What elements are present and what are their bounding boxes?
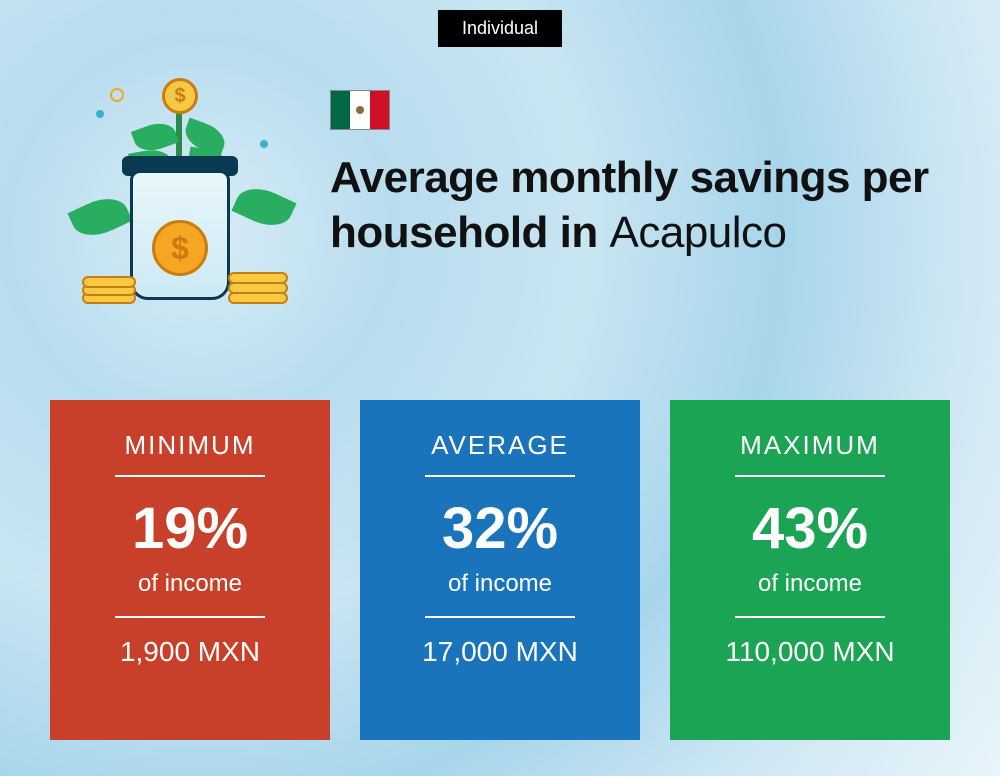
sparkle-icon bbox=[96, 110, 104, 118]
stat-cards: MINIMUM 19% of income 1,900 MXN AVERAGE … bbox=[50, 400, 950, 740]
card-label: MAXIMUM bbox=[740, 430, 880, 461]
divider bbox=[735, 475, 885, 477]
coin-stack-icon bbox=[228, 272, 288, 306]
savings-illustration: $ $ bbox=[60, 80, 300, 320]
stat-card-minimum: MINIMUM 19% of income 1,900 MXN bbox=[50, 400, 330, 740]
page-title: Average monthly savings per household in… bbox=[330, 150, 940, 260]
card-sublabel: of income bbox=[138, 570, 242, 598]
title-location: Acapulco bbox=[610, 208, 787, 257]
divider bbox=[425, 475, 575, 477]
card-sublabel: of income bbox=[448, 570, 552, 598]
stat-card-average: AVERAGE 32% of income 17,000 MXN bbox=[360, 400, 640, 740]
card-amount: 110,000 MXN bbox=[725, 636, 894, 668]
flag-stripe bbox=[370, 91, 389, 129]
category-badge: Individual bbox=[438, 10, 562, 47]
divider bbox=[425, 616, 575, 618]
leaf-icon bbox=[231, 180, 296, 234]
flag-stripe bbox=[331, 91, 350, 129]
divider bbox=[735, 616, 885, 618]
card-sublabel: of income bbox=[758, 570, 862, 598]
card-percentage: 32% bbox=[442, 495, 558, 562]
card-percentage: 19% bbox=[132, 495, 248, 562]
card-amount: 1,900 MXN bbox=[120, 636, 260, 668]
card-label: MINIMUM bbox=[125, 430, 256, 461]
coin-icon: $ bbox=[162, 78, 198, 114]
mexico-flag-icon bbox=[330, 90, 390, 130]
coin-icon: $ bbox=[152, 220, 208, 276]
stat-card-maximum: MAXIMUM 43% of income 110,000 MXN bbox=[670, 400, 950, 740]
card-percentage: 43% bbox=[752, 495, 868, 562]
header: $ $ Average monthly savings per househol… bbox=[60, 80, 940, 320]
coin-stack-icon bbox=[82, 276, 136, 306]
sparkle-icon bbox=[260, 140, 268, 148]
card-amount: 17,000 MXN bbox=[422, 636, 578, 668]
divider bbox=[115, 616, 265, 618]
flag-stripe bbox=[350, 91, 369, 129]
card-label: AVERAGE bbox=[431, 430, 569, 461]
divider bbox=[115, 475, 265, 477]
flag-emblem bbox=[356, 106, 364, 114]
leaf-icon bbox=[67, 190, 132, 244]
sparkle-icon bbox=[110, 88, 124, 102]
title-block: Average monthly savings per household in… bbox=[330, 80, 940, 260]
